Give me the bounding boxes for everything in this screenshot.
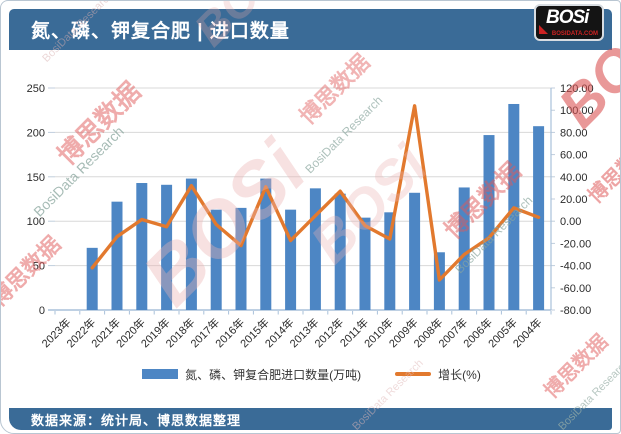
legend-item-line: 增长(%) — [395, 366, 481, 383]
growth-line — [90, 104, 541, 282]
brand-logo-url: BOSIDATA.COM — [551, 31, 598, 37]
chart: 0 50 100 150 200 250 -80.00 -60.00 -40.00 -20.00 0… — [27, 83, 594, 350]
legend-bar-swatch — [142, 369, 179, 379]
right-axis-tick-label: -40.00 — [560, 261, 591, 273]
legend-bar-label: 氮、磷、钾复合肥进口数量(万吨) — [185, 367, 362, 382]
right-axis-tick-label: -20.00 — [560, 238, 591, 250]
bar — [334, 193, 346, 310]
chart-area: 0 50 100 150 200 250 -80.00 -60.00 -40.00 -20.00 0… — [1, 51, 620, 383]
bar — [384, 212, 396, 310]
bars — [86, 103, 545, 311]
right-axis-tick-label: -60.00 — [560, 283, 591, 295]
left-axis-tick-label: 200 — [27, 127, 45, 139]
chart-legend: 氮、磷、钾复合肥进口数量(万吨) 增长(%) — [1, 365, 620, 383]
page-title: 氮、磷、钾复合肥 | 进口数量 — [31, 21, 290, 42]
right-axis-tick-label: 40.00 — [560, 172, 588, 184]
left-axis-tick-label: 250 — [27, 83, 45, 95]
x-axis-ticks — [54, 311, 552, 315]
data-source: 数据来源：统计局、博思数据整理 — [31, 412, 242, 428]
brand-logo: BOSi BOSIDATA.COM — [534, 4, 604, 41]
right-axis-tick-label: 0.00 — [560, 216, 581, 228]
bar — [260, 178, 272, 310]
logo-triangle-icon — [539, 25, 548, 34]
right-axis-tick-label: 20.00 — [560, 194, 588, 206]
bar — [111, 201, 123, 310]
brand-logo-text: BOSi — [546, 7, 589, 28]
left-axis-tick-label: 150 — [27, 172, 45, 184]
left-axis-tick-label: 0 — [39, 305, 45, 317]
right-axis-tick-label: 80.00 — [560, 127, 588, 139]
bar — [359, 217, 371, 310]
x-axis-labels: 2023年2022年2021年2020年2019年2018年2017年2016年… — [39, 315, 545, 350]
right-axis-tick-label: -80.00 — [560, 305, 591, 317]
axis-labels: 0 50 100 150 200 250 -80.00 -60.00 -40.00 -20.00 0… — [27, 83, 594, 317]
bar — [309, 188, 321, 310]
bar — [235, 207, 247, 310]
legend-line-label: 增长(%) — [438, 367, 481, 382]
right-axis-tick-label: 60.00 — [560, 150, 588, 162]
legend-item-bars: 氮、磷、钾复合肥进口数量(万吨) — [142, 366, 361, 383]
bar — [161, 184, 173, 310]
footer-bar: 数据来源：统计局、博思数据整理 — [9, 408, 612, 430]
bar — [458, 187, 470, 310]
header-bar: 氮、磷、钾复合肥 | 进口数量 — [9, 9, 612, 50]
gridlines — [48, 87, 555, 311]
bar — [86, 247, 98, 310]
bar — [136, 183, 148, 310]
right-axis-tick-label: 100.00 — [560, 105, 594, 117]
bar — [285, 209, 297, 310]
right-axis-tick-label: 120.00 — [560, 83, 594, 95]
left-axis-tick-label: 100 — [27, 216, 45, 228]
bar — [409, 192, 421, 310]
legend-line-swatch — [395, 372, 432, 376]
bar — [210, 209, 222, 310]
bar — [185, 178, 197, 310]
left-axis-tick-label: 50 — [33, 261, 45, 273]
bar — [483, 135, 495, 310]
